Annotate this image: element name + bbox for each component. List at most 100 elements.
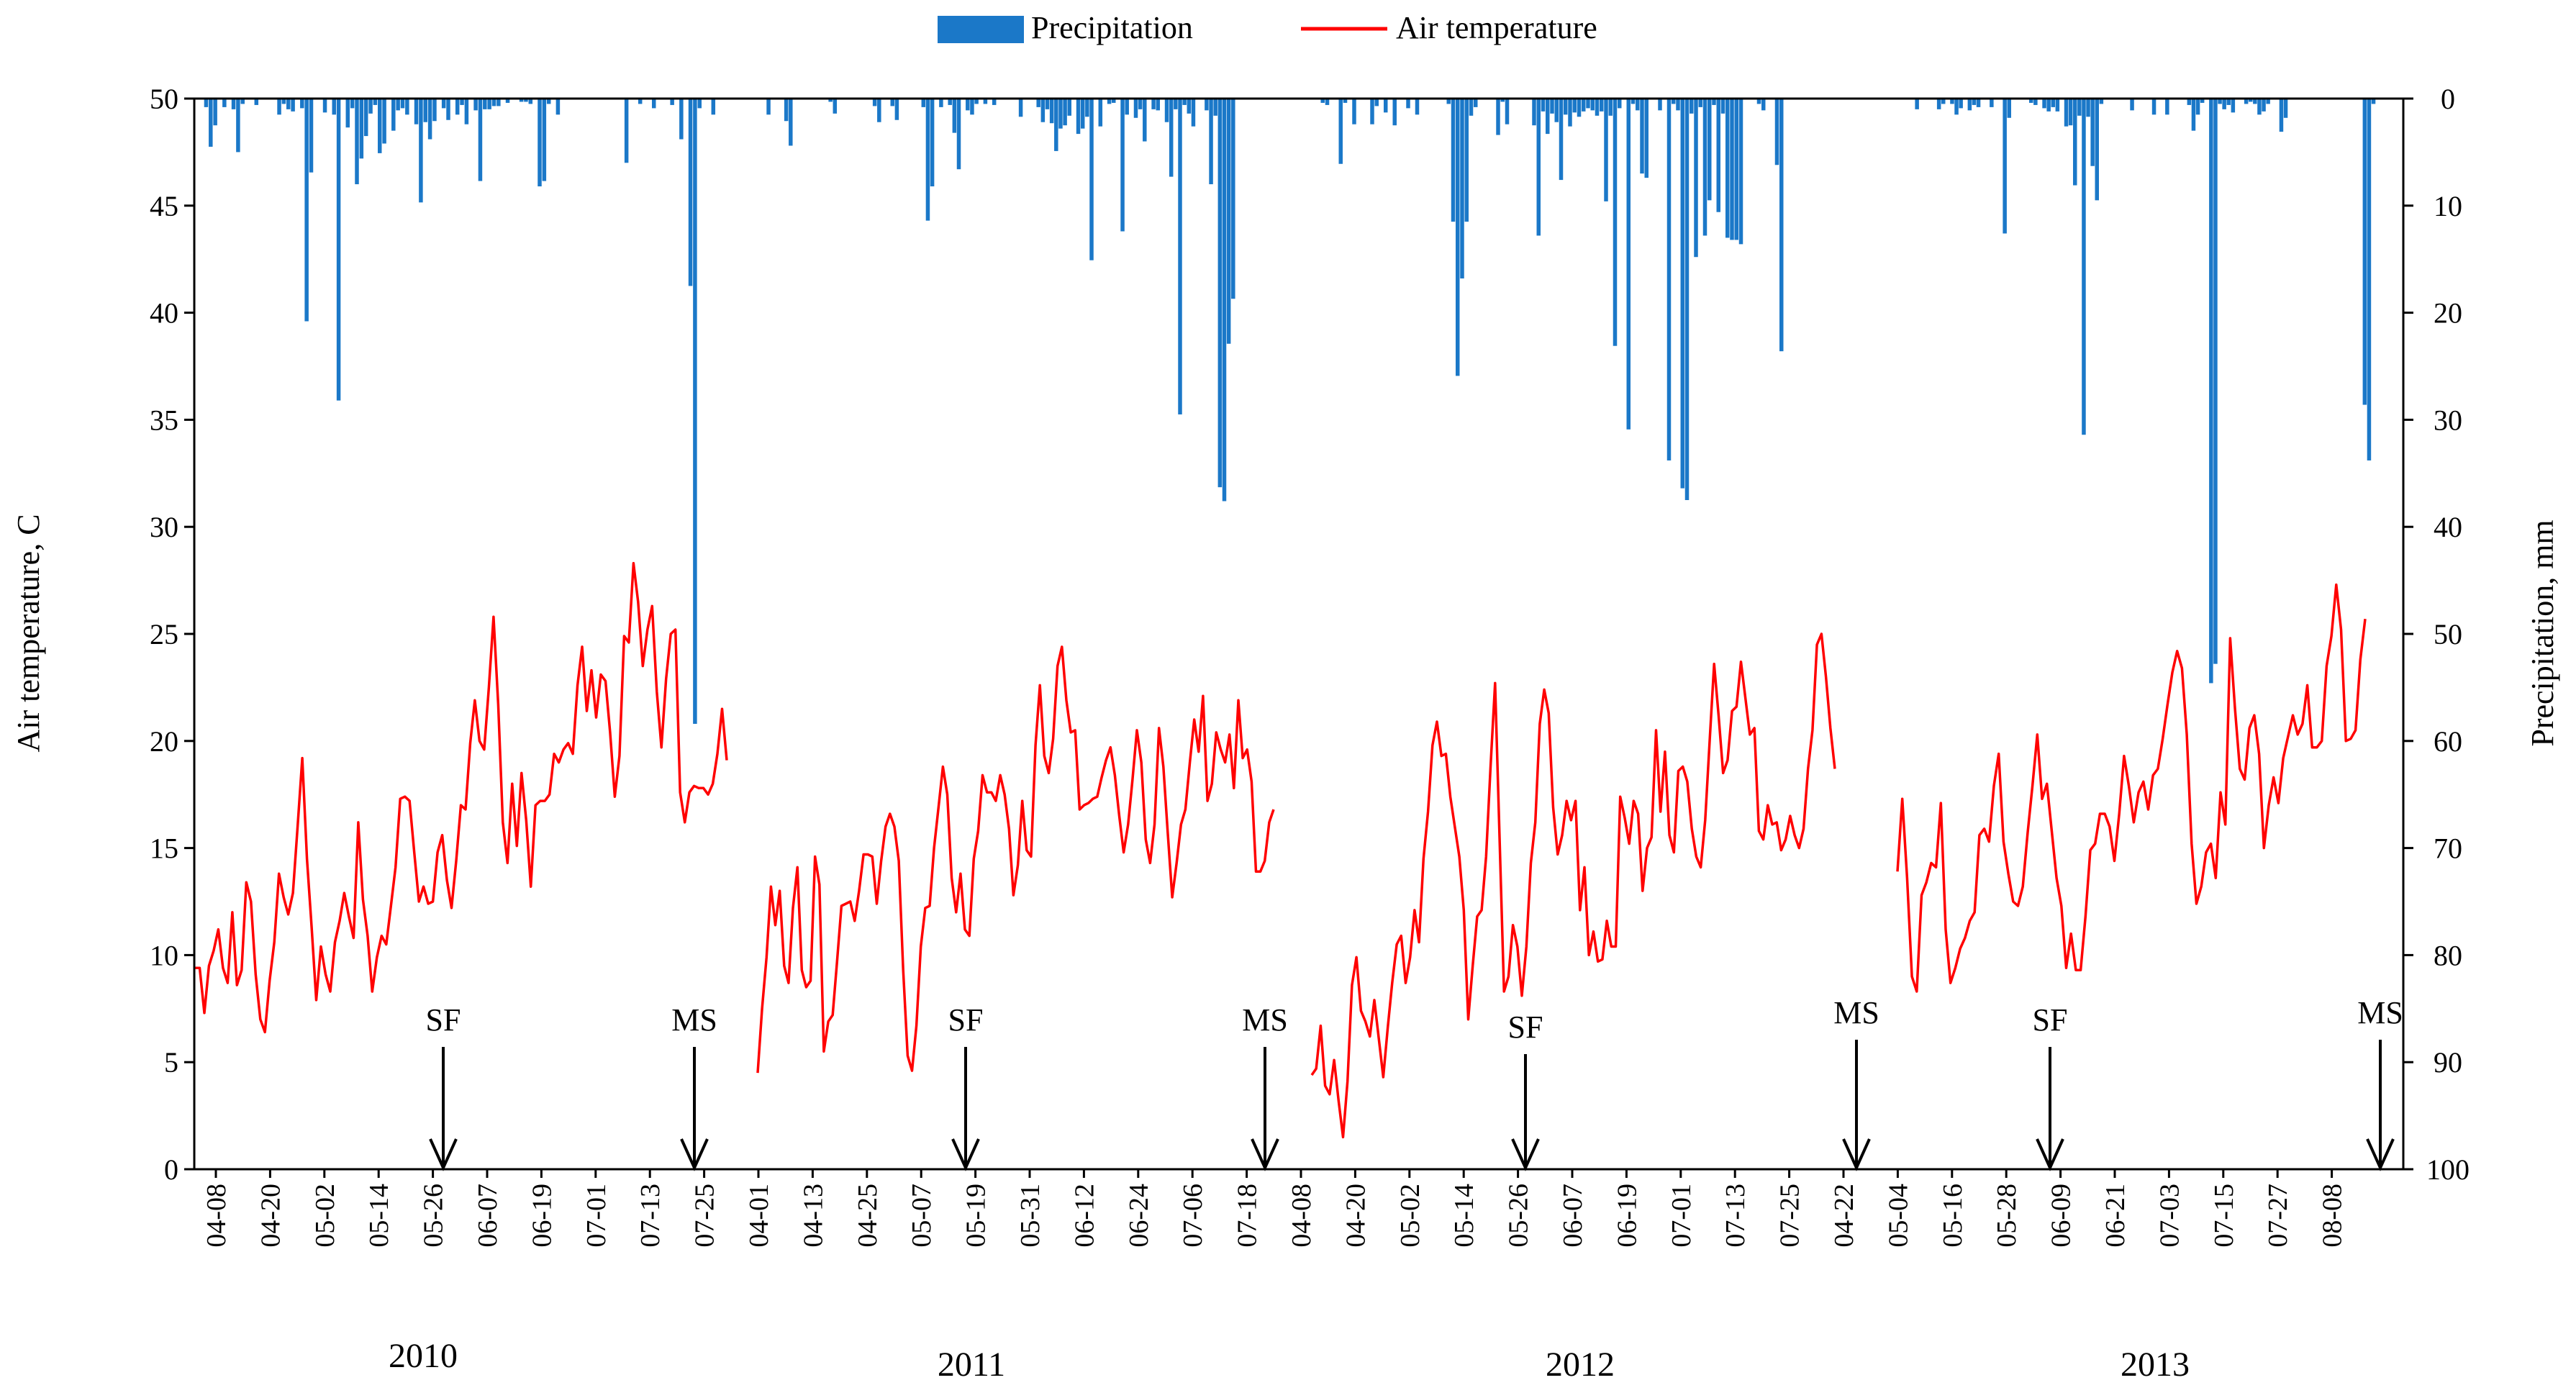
precipitation-bar xyxy=(1716,99,1720,212)
x-tick-label: 06-19 xyxy=(527,1184,557,1248)
precipitation-bar xyxy=(2200,99,2205,103)
precipitation-bar xyxy=(1694,99,1698,258)
annotation-arrow-head xyxy=(680,1138,709,1171)
precipitation-bar xyxy=(441,99,446,109)
precipitation-bar xyxy=(1582,99,1586,112)
precipitation-bar xyxy=(2218,99,2222,104)
precipitation-bar xyxy=(1222,99,1227,502)
temperature-lines xyxy=(195,562,2367,1139)
precipitation-bar xyxy=(789,99,793,146)
precipitation-bar xyxy=(872,99,877,106)
precipitation-bar xyxy=(542,99,547,181)
x-tick-label: 07-03 xyxy=(2154,1184,2185,1248)
x-tick-label: 04-08 xyxy=(1287,1184,1317,1248)
annotation-label: SF xyxy=(1508,1009,1543,1045)
precipitation-bar xyxy=(1626,99,1631,430)
precipitation-bar xyxy=(2191,99,2196,131)
precipitation-bar xyxy=(373,99,378,105)
precipitation-bar xyxy=(473,99,478,111)
precipitation-bar xyxy=(1604,99,1608,201)
precipitation-bar xyxy=(652,99,656,109)
temperature-line-2013 xyxy=(1896,583,2367,993)
plot-frame xyxy=(193,97,2405,1171)
annotation-label: MS xyxy=(2357,995,2403,1030)
x-tick-label: 05-04 xyxy=(1883,1184,1913,1248)
x-tick-label: 07-06 xyxy=(1178,1184,1208,1248)
precipitation-bar xyxy=(2151,99,2157,115)
right-tick-label: 70 xyxy=(2434,832,2462,865)
precipitation-bar xyxy=(1618,99,1622,109)
precipitation-bar xyxy=(948,99,952,105)
right-tick-label: 40 xyxy=(2434,511,2462,543)
precipitation-bar xyxy=(2033,99,2038,105)
precipitation-bar xyxy=(638,99,643,104)
precipitation-bar xyxy=(1325,99,1330,105)
year-label-2012: 2012 xyxy=(1546,1346,1615,1384)
precipitation-bar xyxy=(359,99,364,159)
precipitation-bar xyxy=(1370,99,1374,124)
precipitation-bar xyxy=(1213,99,1217,116)
precipitation-bar xyxy=(2090,99,2095,166)
precipitation-bar xyxy=(2029,99,2033,103)
left-tick-label: 20 xyxy=(150,725,178,758)
precipitation-bar xyxy=(1049,99,1054,124)
precipitation-bar xyxy=(1469,99,1474,116)
annotation-arrow-head xyxy=(1842,1138,1871,1171)
x-tick-label: 04-20 xyxy=(1341,1184,1371,1248)
x-tick-label: 07-01 xyxy=(1666,1184,1697,1248)
precipitation-bar xyxy=(1672,99,1676,104)
precipitation-bar xyxy=(400,99,405,109)
precipitation-bar xyxy=(427,99,432,140)
precipitation-bar xyxy=(1205,99,1209,111)
left-tick-label: 10 xyxy=(150,939,178,971)
x-tick-label: 04-08 xyxy=(201,1184,232,1248)
precipitation-bar xyxy=(546,99,551,104)
precipitation-bar xyxy=(766,99,771,115)
precipitation-bar xyxy=(2007,99,2011,118)
precipitation-bar xyxy=(350,99,355,109)
precipitation-bar xyxy=(2165,99,2169,115)
precipitation-bar xyxy=(2003,99,2007,234)
annotation-label: SF xyxy=(948,1002,984,1038)
precipitation-bar xyxy=(322,99,327,113)
precipitation-bar xyxy=(2077,99,2082,116)
precipitation-bar xyxy=(524,99,528,102)
precipitation-bar xyxy=(925,99,930,221)
annotation-arrow-head xyxy=(429,1138,458,1171)
precipitation-bar xyxy=(2195,99,2200,115)
precipitation-bar xyxy=(528,99,533,104)
precipitation-bars xyxy=(204,99,2376,724)
precipitation-bar xyxy=(1720,99,1725,114)
temperature-line-2010 xyxy=(195,562,728,1034)
precipitation-bar xyxy=(1187,99,1192,114)
precipitation-bar xyxy=(1608,99,1613,116)
precipitation-bar xyxy=(679,99,684,140)
precipitation-bar xyxy=(1143,99,1147,142)
precipitation-bar xyxy=(894,99,899,120)
x-tick-label: 07-27 xyxy=(2263,1184,2293,1248)
legend-precipitation-label: Precipitation xyxy=(1031,10,1193,45)
year-label-2013: 2013 xyxy=(2121,1346,2190,1384)
precipitation-bar xyxy=(368,99,373,114)
precipitation-bar xyxy=(1169,99,1174,177)
precipitation-bar xyxy=(1586,99,1590,109)
x-tick-label: 04-22 xyxy=(1829,1184,1859,1248)
precipitation-bar xyxy=(1191,99,1196,127)
precipitation-bar xyxy=(519,99,524,102)
precipitation-bar xyxy=(304,99,309,322)
precipitation-bar xyxy=(784,99,789,122)
precipitation-bar xyxy=(1138,99,1143,109)
precipitation-bar xyxy=(1320,99,1325,103)
x-tick-label: 07-25 xyxy=(1775,1184,1805,1248)
precipitation-bar xyxy=(1684,99,1690,500)
annotation-arrow-head xyxy=(1251,1138,1279,1171)
precipitation-bar xyxy=(1231,99,1235,299)
right-tick-label: 0 xyxy=(2441,83,2455,115)
precipitation-bar xyxy=(1474,99,1478,107)
precipitation-bar xyxy=(1415,99,1420,115)
precipitation-bar xyxy=(1343,99,1348,103)
x-tick-label: 06-07 xyxy=(473,1184,503,1248)
x-tick-label: 07-13 xyxy=(1720,1184,1751,1248)
precipitation-bar xyxy=(2244,99,2249,104)
year-label-2010: 2010 xyxy=(389,1337,458,1375)
